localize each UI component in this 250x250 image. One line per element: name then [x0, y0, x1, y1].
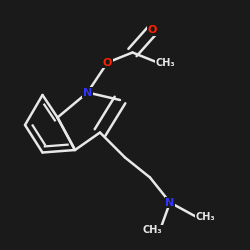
Text: N: N: [165, 198, 174, 207]
Text: N: N: [83, 88, 92, 98]
Text: CH₃: CH₃: [155, 58, 175, 68]
Text: CH₃: CH₃: [143, 225, 162, 235]
Text: CH₃: CH₃: [195, 212, 215, 222]
Text: O: O: [103, 58, 112, 68]
Text: O: O: [148, 25, 157, 35]
